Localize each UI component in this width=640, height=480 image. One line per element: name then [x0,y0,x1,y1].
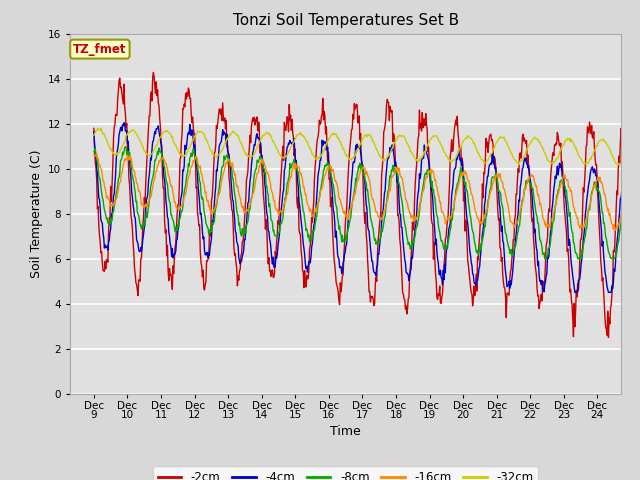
-32cm [300,132,307,138]
-32cm [154,140,161,145]
-4cm [252,133,260,139]
-2cm [154,87,161,93]
-32cm [252,146,260,152]
-8cm [279,215,287,221]
-8cm [449,217,456,223]
-2cm [300,269,307,275]
-16cm [419,191,426,196]
-16cm [627,178,635,183]
-2cm [90,125,98,131]
Legend: -2cm, -4cm, -8cm, -16cm, -32cm: -2cm, -4cm, -8cm, -16cm, -32cm [153,466,538,480]
-16cm [90,152,98,157]
Line: -4cm: -4cm [94,123,631,292]
-16cm [279,207,287,213]
-4cm [627,189,635,195]
-32cm [616,162,623,168]
Title: Tonzi Soil Temperatures Set B: Tonzi Soil Temperatures Set B [232,13,459,28]
-16cm [93,151,100,156]
-32cm [279,155,287,161]
-16cm [252,175,260,181]
-4cm [300,240,307,246]
-16cm [612,228,620,233]
Line: -8cm: -8cm [94,146,631,259]
-16cm [154,162,161,168]
Line: -32cm: -32cm [94,128,631,165]
-4cm [449,187,456,192]
-16cm [300,184,307,190]
-4cm [571,289,579,295]
-8cm [90,149,98,155]
-8cm [122,144,129,149]
Text: TZ_fmet: TZ_fmet [73,43,127,56]
-2cm [252,118,260,124]
Line: -2cm: -2cm [94,72,631,337]
-4cm [90,129,98,134]
Y-axis label: Soil Temperature (C): Soil Temperature (C) [29,149,43,278]
-16cm [449,210,456,216]
-8cm [252,166,260,172]
-2cm [419,110,426,116]
-2cm [279,144,287,149]
-2cm [449,149,456,155]
-4cm [419,156,426,162]
-2cm [150,70,157,75]
-8cm [541,256,548,262]
-32cm [627,143,635,149]
X-axis label: Time: Time [330,425,361,438]
-32cm [419,154,426,160]
-32cm [97,125,105,131]
Line: -16cm: -16cm [94,154,631,230]
-4cm [120,120,128,126]
-32cm [90,132,98,138]
-4cm [279,190,287,195]
-2cm [627,183,635,189]
-8cm [419,189,426,194]
-8cm [300,208,307,214]
-8cm [154,148,161,154]
-8cm [627,186,635,192]
-2cm [605,335,612,340]
-4cm [154,125,161,131]
-32cm [449,158,456,164]
